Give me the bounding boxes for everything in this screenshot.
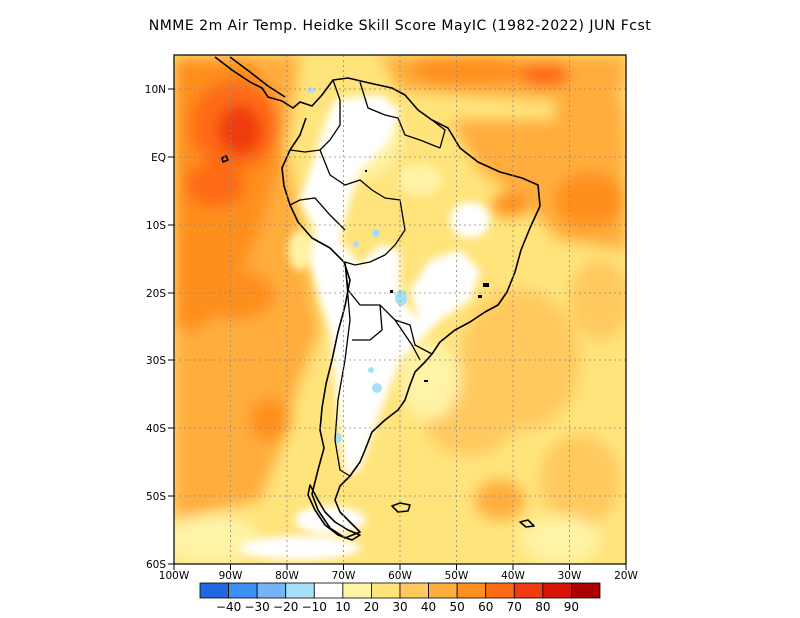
lat-label-20s: 20S: [146, 288, 166, 300]
lat-label-40s: 40S: [146, 423, 166, 435]
colorbar-swatch: [313, 582, 344, 599]
lat-axis: [168, 88, 174, 565]
colorbar-swatch: [542, 582, 572, 599]
colorbar-swatch: [199, 582, 229, 599]
lon-label-30w: 30W: [558, 570, 582, 582]
colorbar-swatch: [456, 582, 487, 599]
colorbar-label: 90: [564, 600, 579, 614]
colorbar-swatch: [285, 582, 315, 599]
lon-label-50w: 50W: [445, 570, 469, 582]
colorbar-label: 50: [450, 600, 465, 614]
colorbar-swatch: [571, 582, 601, 599]
colorbar-label: −20: [273, 600, 298, 614]
lat-label-60s: 60S: [146, 559, 166, 571]
country-borders: [289, 79, 446, 477]
lat-label-50s: 50S: [146, 491, 166, 503]
colorbar-labels: −40 −30 −20 −10 10 20 30 40 50 60 70 80 90: [216, 600, 579, 614]
colorbar: [199, 582, 601, 599]
colorbar-swatch: [399, 582, 429, 599]
colorbar-label: 80: [535, 600, 550, 614]
lon-label-20w: 20W: [614, 570, 638, 582]
colorbar-label: 40: [421, 600, 436, 614]
colorbar-label: 70: [507, 600, 522, 614]
map-title: NMME 2m Air Temp. Heidke Skill Score May…: [148, 18, 652, 34]
lon-label-60w: 60W: [388, 570, 412, 582]
colorbar-label: 10: [335, 600, 350, 614]
lon-label-70w: 70W: [332, 570, 356, 582]
colorbar-swatch: [428, 582, 458, 599]
colorbar-swatch: [371, 582, 401, 599]
lon-axis: [173, 564, 627, 570]
lat-label-10s: 10S: [146, 220, 166, 232]
lon-label-90w: 90W: [219, 570, 243, 582]
lakes: [365, 170, 489, 382]
colorbar-swatch: [342, 582, 372, 599]
lon-label-40w: 40W: [501, 570, 525, 582]
colorbar-swatch: [228, 582, 258, 599]
colorbar-swatch: [256, 582, 287, 599]
colorbar-label: −40: [216, 600, 241, 614]
colorbar-swatch: [485, 582, 515, 599]
lon-label-80w: 80W: [275, 570, 299, 582]
lat-label-10n: 10N: [145, 84, 166, 96]
map-grid: [174, 55, 626, 564]
colorbar-label: −30: [244, 600, 269, 614]
colorbar-label: 30: [392, 600, 407, 614]
colorbar-label: 20: [364, 600, 379, 614]
colorbar-label: 60: [478, 600, 493, 614]
colorbar-label: −10: [302, 600, 327, 614]
lat-label-eq: EQ: [151, 152, 166, 164]
colorbar-swatch: [513, 582, 544, 599]
coastline: [214, 56, 541, 541]
lon-label-100w: 100W: [159, 570, 190, 582]
lat-label-30s: 30S: [146, 355, 166, 367]
